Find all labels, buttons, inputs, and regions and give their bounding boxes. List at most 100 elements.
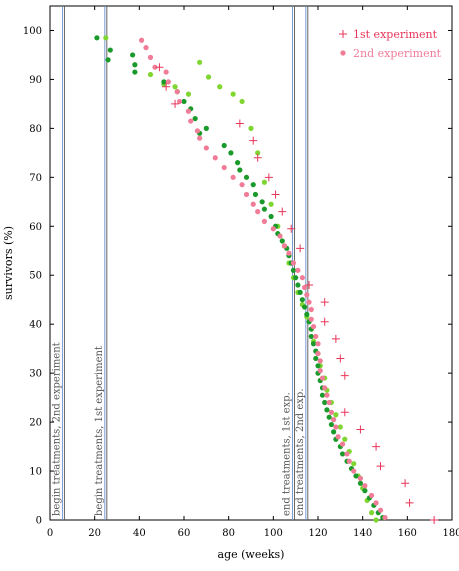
y-tick-label: 40	[29, 320, 42, 331]
treatment-line-label: begin treatments, 2nd experiment	[51, 342, 62, 516]
data-point-dot	[304, 292, 310, 298]
data-point-dot	[192, 115, 198, 122]
data-point-plus	[320, 298, 329, 307]
data-point-plus	[356, 425, 365, 434]
data-point-dot	[203, 145, 209, 151]
data-point-dot	[228, 150, 234, 156]
data-point-dot	[339, 451, 346, 457]
data-point-dot	[304, 311, 310, 317]
legend-label-1st-experiment: 1st experiment	[353, 28, 438, 41]
data-point-dot	[212, 155, 218, 161]
data-points	[94, 35, 439, 524]
data-point-plus	[264, 173, 273, 182]
data-point-plus	[336, 354, 345, 363]
data-point-dot	[174, 89, 180, 95]
data-point-dot	[176, 98, 183, 105]
data-point-dot	[161, 79, 167, 85]
y-axis-label: survivors (%)	[2, 226, 15, 300]
treatment-line-label: end treatments, 1st exp.	[281, 392, 292, 516]
data-point-dot	[297, 289, 303, 295]
data-point-dot	[308, 306, 314, 313]
data-point-dot	[277, 233, 283, 239]
data-point-plus	[278, 207, 287, 216]
data-point-dot	[331, 417, 337, 423]
legend-label-2nd-experiment: 2nd experiment	[353, 47, 442, 60]
legend-item-1st-experiment: 1st experiment	[339, 28, 438, 41]
data-point-dot	[286, 250, 292, 256]
data-point-dot	[369, 510, 375, 516]
data-point-dot	[293, 275, 299, 281]
x-tick-label: 0	[47, 528, 53, 539]
data-point-dot	[147, 71, 154, 78]
data-point-dot	[302, 304, 308, 310]
data-point-dot	[319, 392, 326, 398]
data-point-plus	[253, 153, 262, 162]
x-tick-label: 120	[308, 528, 327, 539]
data-point-dot	[250, 201, 256, 207]
data-point-plus	[249, 136, 258, 145]
data-point-dot	[373, 517, 379, 523]
data-point-dot	[322, 399, 328, 406]
data-point-dot	[194, 128, 200, 134]
data-point-plus	[296, 244, 305, 253]
data-point-dot	[203, 125, 209, 131]
data-point-dot	[279, 238, 285, 244]
data-point-dot	[339, 441, 346, 447]
data-point-dot	[337, 424, 343, 430]
data-point-dot	[205, 74, 212, 80]
data-point-dot	[188, 118, 194, 124]
data-point-dot	[185, 108, 192, 114]
x-tick-label: 40	[133, 528, 146, 539]
data-point-dot	[308, 316, 314, 322]
y-tick-label: 30	[29, 369, 42, 380]
data-point-dot	[328, 409, 334, 415]
x-tick-label: 180	[442, 528, 459, 539]
y-tick-label: 100	[23, 26, 42, 37]
data-point-dot	[326, 414, 332, 420]
treatment-line-label: begin treatments, 1st experiment	[94, 346, 105, 516]
x-tick-label: 80	[222, 528, 235, 539]
x-axis-label: age (weeks)	[218, 548, 285, 561]
data-point-plus	[372, 442, 381, 451]
data-point-dot	[270, 226, 276, 232]
data-point-dot	[255, 209, 261, 215]
y-axis: 0 10 20 30 40 50 60 70 80 90 100	[23, 26, 452, 527]
data-point-plus	[305, 281, 314, 290]
dot-marker-icon	[340, 50, 346, 56]
data-point-dot	[261, 218, 267, 224]
data-point-dot	[322, 385, 328, 391]
data-point-dot	[239, 182, 245, 188]
data-point-dot	[221, 142, 227, 149]
data-point-dot	[317, 358, 323, 364]
data-point-dot	[163, 69, 169, 75]
data-point-dot	[369, 492, 375, 499]
data-point-dot	[335, 434, 341, 440]
data-point-plus	[405, 498, 414, 507]
data-point-dot	[261, 206, 267, 212]
plot-frame	[49, 5, 453, 521]
data-point-dot	[357, 475, 364, 481]
data-point-dot	[302, 284, 308, 291]
data-point-dot	[326, 399, 332, 406]
data-point-dot	[324, 407, 330, 413]
data-point-plus	[340, 371, 349, 380]
data-point-dot	[290, 260, 297, 266]
data-point-dot	[331, 429, 337, 435]
data-point-dot	[299, 297, 305, 303]
data-point-dot	[259, 199, 265, 205]
legend: 1st experiment 2nd experiment	[339, 28, 442, 60]
data-point-plus	[320, 317, 329, 326]
data-point-dot	[103, 35, 109, 41]
y-tick-label: 70	[29, 173, 42, 184]
x-tick-label: 160	[398, 528, 417, 539]
data-point-dot	[319, 375, 326, 381]
data-point-plus	[401, 479, 410, 488]
data-point-dot	[362, 488, 368, 494]
data-point-dot	[143, 45, 149, 51]
plus-marker-icon	[339, 30, 347, 38]
data-point-dot	[317, 368, 323, 374]
data-point-dot	[147, 54, 154, 61]
data-point-dot	[152, 64, 158, 70]
data-point-dot	[197, 135, 203, 141]
data-point-dot	[268, 213, 274, 220]
